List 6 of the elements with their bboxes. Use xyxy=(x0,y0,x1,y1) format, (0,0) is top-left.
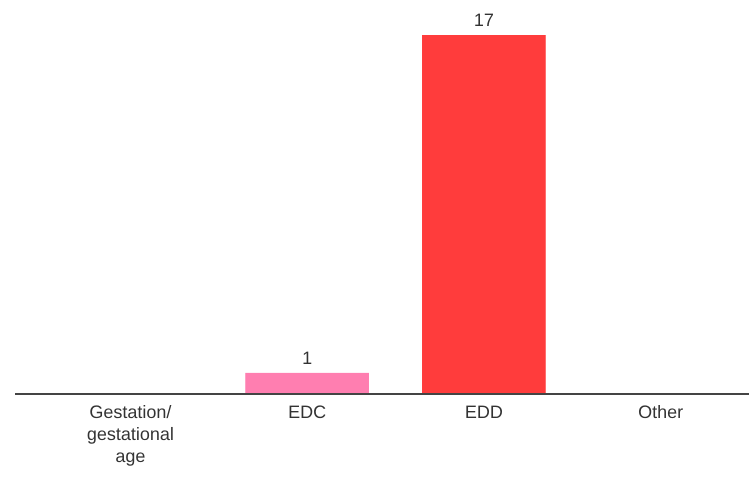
x-tick-label: EDD xyxy=(464,402,503,422)
data-label: 17 xyxy=(474,10,494,30)
x-tick-label: Other xyxy=(638,402,684,422)
data-label: 1 xyxy=(302,348,312,368)
x-tick-label: Gestation/ gestational age xyxy=(86,402,174,466)
x-tick-label: EDC xyxy=(288,402,326,422)
